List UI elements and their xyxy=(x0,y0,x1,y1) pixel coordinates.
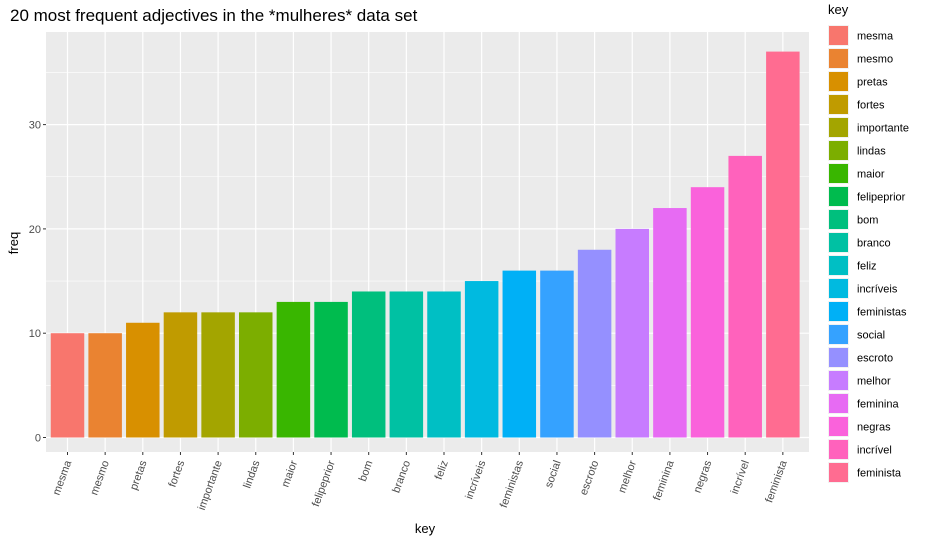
x-axis-title: key xyxy=(415,521,436,536)
legend-label: maior xyxy=(857,169,885,181)
legend-swatch-feminina xyxy=(829,394,848,413)
x-tick-label: negras xyxy=(692,458,715,494)
bar-melhor xyxy=(615,228,649,438)
bars xyxy=(50,51,800,438)
legend-swatch-lindas xyxy=(829,141,848,160)
bar-negras xyxy=(690,187,725,438)
legend-label: feliz xyxy=(857,261,877,273)
x-tick-label: mesma xyxy=(51,458,75,497)
legend-swatch-bom xyxy=(829,210,848,229)
legend-label: mesma xyxy=(857,31,894,43)
bar-feministas xyxy=(502,270,537,438)
legend-swatch-escroto xyxy=(829,348,848,367)
legend-swatch-felipeprior xyxy=(829,187,848,206)
x-axis: mesma mesmo pretas fortes importante lindas ma… xyxy=(51,452,790,512)
x-tick-label: feminista xyxy=(763,458,790,504)
bar-feliz xyxy=(427,291,461,438)
bar-lindas xyxy=(239,312,273,438)
x-tick-label: fortes xyxy=(167,458,188,488)
y-axis-title: freq xyxy=(6,232,21,254)
bar-mesmo xyxy=(88,333,122,438)
x-tick-label: bom xyxy=(357,459,376,483)
x-tick-label: incrível xyxy=(729,459,752,496)
bar-importante xyxy=(201,312,235,438)
chart-title: 20 most frequent adjectives in the *mulh… xyxy=(10,6,418,25)
bar-branco xyxy=(389,291,424,438)
legend-swatch-incrível xyxy=(829,440,848,459)
legend-label: bom xyxy=(857,215,878,227)
bar-fortes xyxy=(163,312,198,438)
x-tick-label: feministas xyxy=(498,458,526,509)
x-tick-label: mesmo xyxy=(88,459,112,497)
x-tick-label: importante xyxy=(196,459,225,512)
legend-label: social xyxy=(857,330,885,342)
legend-label: branco xyxy=(857,238,891,250)
legend-swatch-incríveis xyxy=(829,279,848,298)
legend-swatch-social xyxy=(829,325,848,344)
x-tick-label: maior xyxy=(280,459,301,489)
bar-incrível xyxy=(728,155,762,438)
legend-swatch-feliz xyxy=(829,256,848,275)
y-tick-label: 10 xyxy=(29,328,41,340)
legend-label: feminina xyxy=(857,399,899,411)
bar-feminina xyxy=(653,208,687,438)
bar-mesma xyxy=(50,333,85,438)
legend-label: mesmo xyxy=(857,54,893,66)
y-tick-label: 20 xyxy=(29,224,41,236)
legend-swatch-mesmo xyxy=(829,49,848,68)
legend-label: incrível xyxy=(857,445,892,457)
x-tick-label: lindas xyxy=(241,458,262,490)
legend-title: key xyxy=(828,2,849,17)
legend-label: lindas xyxy=(857,146,886,158)
legend-swatch-branco xyxy=(829,233,848,252)
y-tick-label: 30 xyxy=(29,120,41,132)
legend-swatch-mesma xyxy=(829,26,848,45)
x-tick-label: incríveis xyxy=(463,458,488,500)
x-tick-label: escroto xyxy=(578,459,602,497)
legend-label: incríveis xyxy=(857,284,898,296)
legend-swatch-fortes xyxy=(829,95,848,114)
legend-label: feminista xyxy=(857,468,902,480)
legend-label: felipeprior xyxy=(857,192,906,204)
bar-maior xyxy=(276,301,311,438)
bar-pretas xyxy=(126,322,160,438)
x-tick-label: social xyxy=(543,459,564,490)
legend-label: fortes xyxy=(857,100,885,112)
legend-label: negras xyxy=(857,422,891,434)
legend-label: pretas xyxy=(857,77,888,89)
bar-feminista xyxy=(766,51,800,438)
x-tick-label: branco xyxy=(390,459,413,495)
x-tick-label: feliz xyxy=(433,459,451,481)
bar-social xyxy=(540,270,574,438)
legend-swatch-feminista xyxy=(829,463,848,482)
x-tick-label: felipeprior xyxy=(310,459,338,509)
bar-incríveis xyxy=(464,281,499,438)
legend-label: importante xyxy=(857,123,909,135)
legend-swatch-feministas xyxy=(829,302,848,321)
bar-bom xyxy=(351,291,386,438)
y-axis: 0 10 20 30 xyxy=(29,120,46,445)
legend-swatch-pretas xyxy=(829,72,848,91)
bar-escroto xyxy=(577,249,612,438)
x-tick-label: feminina xyxy=(651,458,677,502)
bar-felipeprior xyxy=(314,301,348,438)
legend-label: escroto xyxy=(857,353,893,365)
legend-swatch-melhor xyxy=(829,371,848,390)
x-tick-label: melhor xyxy=(616,459,639,495)
y-tick-label: 0 xyxy=(35,433,41,445)
legend-label: melhor xyxy=(857,376,891,388)
x-tick-label: pretas xyxy=(128,458,150,491)
legend-label: feministas xyxy=(857,307,907,319)
legend-swatch-importante xyxy=(829,118,848,137)
legend-swatch-maior xyxy=(829,164,848,183)
legend: key mesma mesmo pretas fortes importante lind… xyxy=(828,2,909,483)
legend-swatch-negras xyxy=(829,417,848,436)
